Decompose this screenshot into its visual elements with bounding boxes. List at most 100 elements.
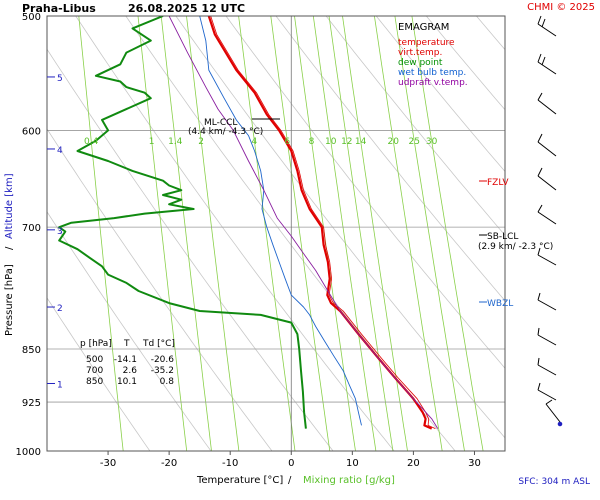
y-tick-label: 500	[22, 12, 41, 23]
plot-area	[47, 16, 600, 451]
ml-ccl-title: ML-CCL	[204, 118, 237, 128]
y-tick-label: 600	[22, 126, 41, 137]
mixing-ratio-line	[270, 16, 331, 451]
wind-barb	[537, 382, 557, 401]
mixing-ratio-line	[137, 16, 188, 451]
table-cell: -14.1	[114, 355, 137, 365]
table-cell: 10.1	[117, 377, 137, 387]
series-line-virtual-temperature	[210, 16, 436, 429]
sounding-datetime: 26.08.2025 12 UTC	[128, 2, 245, 15]
dry-adiabat-line	[47, 128, 273, 451]
mixing-ratio-label: 10	[325, 137, 337, 147]
x-tick-label: 10	[346, 458, 359, 469]
sb-lcl-annotation: SB-LCL (2.9 km/ -2.3 °C)	[478, 232, 553, 252]
wind-barbs	[537, 15, 563, 427]
legend-item-wet-bulb: wet bulb temp.	[398, 68, 466, 78]
mixing-ratio-label: 30	[426, 137, 438, 147]
wind-barb	[537, 357, 557, 376]
table-cell: -35.2	[151, 366, 174, 376]
x-tick-label: -20	[161, 458, 177, 469]
wind-barb	[537, 292, 557, 311]
legend: EMAGRAM temperature virt.temp. dew point…	[398, 22, 468, 88]
x-tick-label: 20	[407, 458, 420, 469]
wind-barb	[537, 133, 557, 157]
dry-adiabat-line	[75, 16, 395, 451]
mixing-ratio-label: 8	[309, 137, 315, 147]
ml-ccl-value: (4.4 km/ -4.3 °C)	[188, 127, 263, 137]
mixing-ratio-line	[294, 16, 356, 451]
table-cell: -20.6	[151, 355, 175, 365]
wind-barb	[537, 204, 557, 225]
y-tick-label: 700	[22, 223, 41, 234]
mixing-ratio-line	[160, 16, 212, 451]
ml-ccl-annotation: ML-CCL (4.4 km/ -4.3 °C)	[188, 118, 280, 137]
series-line-wet-bulb-temperature	[199, 16, 362, 426]
legend-item-updraft: udpraft v.temp.	[398, 78, 468, 88]
mixing-ratio-label: 2	[198, 137, 204, 147]
y-axis-title: Pressure [hPa] / Altitude [km]	[4, 173, 15, 336]
table-cell: 500	[86, 355, 103, 365]
plot-layer: -30 -20 -10 0 10 20 30500600700850925100054321…	[16, 12, 600, 469]
mixing-ratio-line	[312, 16, 377, 451]
wbzl-annotation: WBZL	[479, 299, 513, 309]
mixing-ratio-line	[342, 16, 408, 451]
mixing-ratio-label: 6	[284, 137, 290, 147]
dry-adiabat-line	[325, 16, 505, 236]
y-tick-label: 1000	[16, 447, 41, 458]
mixing-ratio-line	[394, 16, 465, 451]
dry-adiabat-line	[225, 16, 505, 369]
x-axis-label-separator: /	[288, 475, 292, 486]
sb-lcl-value: (2.9 km/ -2.3 °C)	[478, 242, 553, 252]
table-cell: 700	[86, 366, 103, 376]
dry-adiabat-line	[47, 211, 212, 451]
sfc-label: SFC: 304 m ASL	[518, 477, 590, 487]
table-header-td: Td [°C]	[142, 339, 175, 349]
altitude-tick-label: 4	[57, 146, 63, 156]
y-tick-label: 925	[22, 398, 41, 409]
wbzl-label: WBZL	[487, 299, 513, 309]
x-tick-label: 0	[288, 458, 294, 469]
legend-item-virt-temp: virt.temp.	[398, 48, 442, 58]
table-header-t: T	[123, 339, 130, 349]
wind-barb	[537, 167, 557, 191]
altitude-tick-label: 3	[57, 227, 63, 237]
wind-barb	[545, 399, 561, 423]
altitude-tick-label: 1	[57, 380, 63, 390]
dry-adiabat-line	[47, 297, 151, 451]
mixing-ratio-line	[411, 16, 484, 451]
mixing-ratio-line	[186, 16, 240, 451]
wind-barb	[537, 247, 557, 266]
dry-adiabat-line	[375, 16, 505, 173]
y-axis-label-pressure: Pressure [hPa]	[4, 264, 15, 336]
station-name: Praha-Libus	[22, 2, 96, 15]
x-axis-label-temperature: Temperature [°C]	[196, 475, 283, 486]
mixing-ratio-label: 0.4	[84, 137, 99, 147]
sounding-table: p [hPa] T Td [°C] 500 -14.1 -20.6 700 2.…	[80, 339, 175, 387]
table-header-p: p [hPa]	[80, 339, 112, 349]
wind-barb	[537, 92, 557, 115]
table-cell: 2.6	[123, 366, 138, 376]
series-line-updraft-virtual-temperature	[168, 16, 439, 429]
y-tick-label: 850	[22, 345, 41, 356]
mixing-ratio-label: 25	[409, 137, 420, 147]
altitude-tick-label: 2	[57, 304, 63, 314]
legend-item-temperature: temperature	[398, 38, 455, 48]
wind-barb	[537, 53, 557, 75]
dry-adiabat-line	[275, 16, 505, 302]
fzlv-annotation: FZLV	[479, 178, 509, 188]
x-tick-label: -10	[222, 458, 238, 469]
dry-adiabat-line	[527, 16, 600, 451]
dry-adiabat-line	[175, 16, 505, 439]
mixing-ratio-label: 1	[149, 137, 155, 147]
x-tick-label: 30	[468, 458, 481, 469]
credit-text: CHMI © 2025	[527, 2, 595, 13]
legend-title: EMAGRAM	[398, 22, 449, 33]
wind-barb	[537, 327, 557, 346]
mixing-ratio-label: 20	[388, 137, 400, 147]
y-axis-label-separator: /	[4, 246, 15, 250]
mixing-ratio-label: 1.4	[168, 137, 183, 147]
x-axis-title: Temperature [°C] / Mixing ratio [g/kg]	[196, 475, 395, 486]
table-cell: 0.8	[160, 377, 175, 387]
